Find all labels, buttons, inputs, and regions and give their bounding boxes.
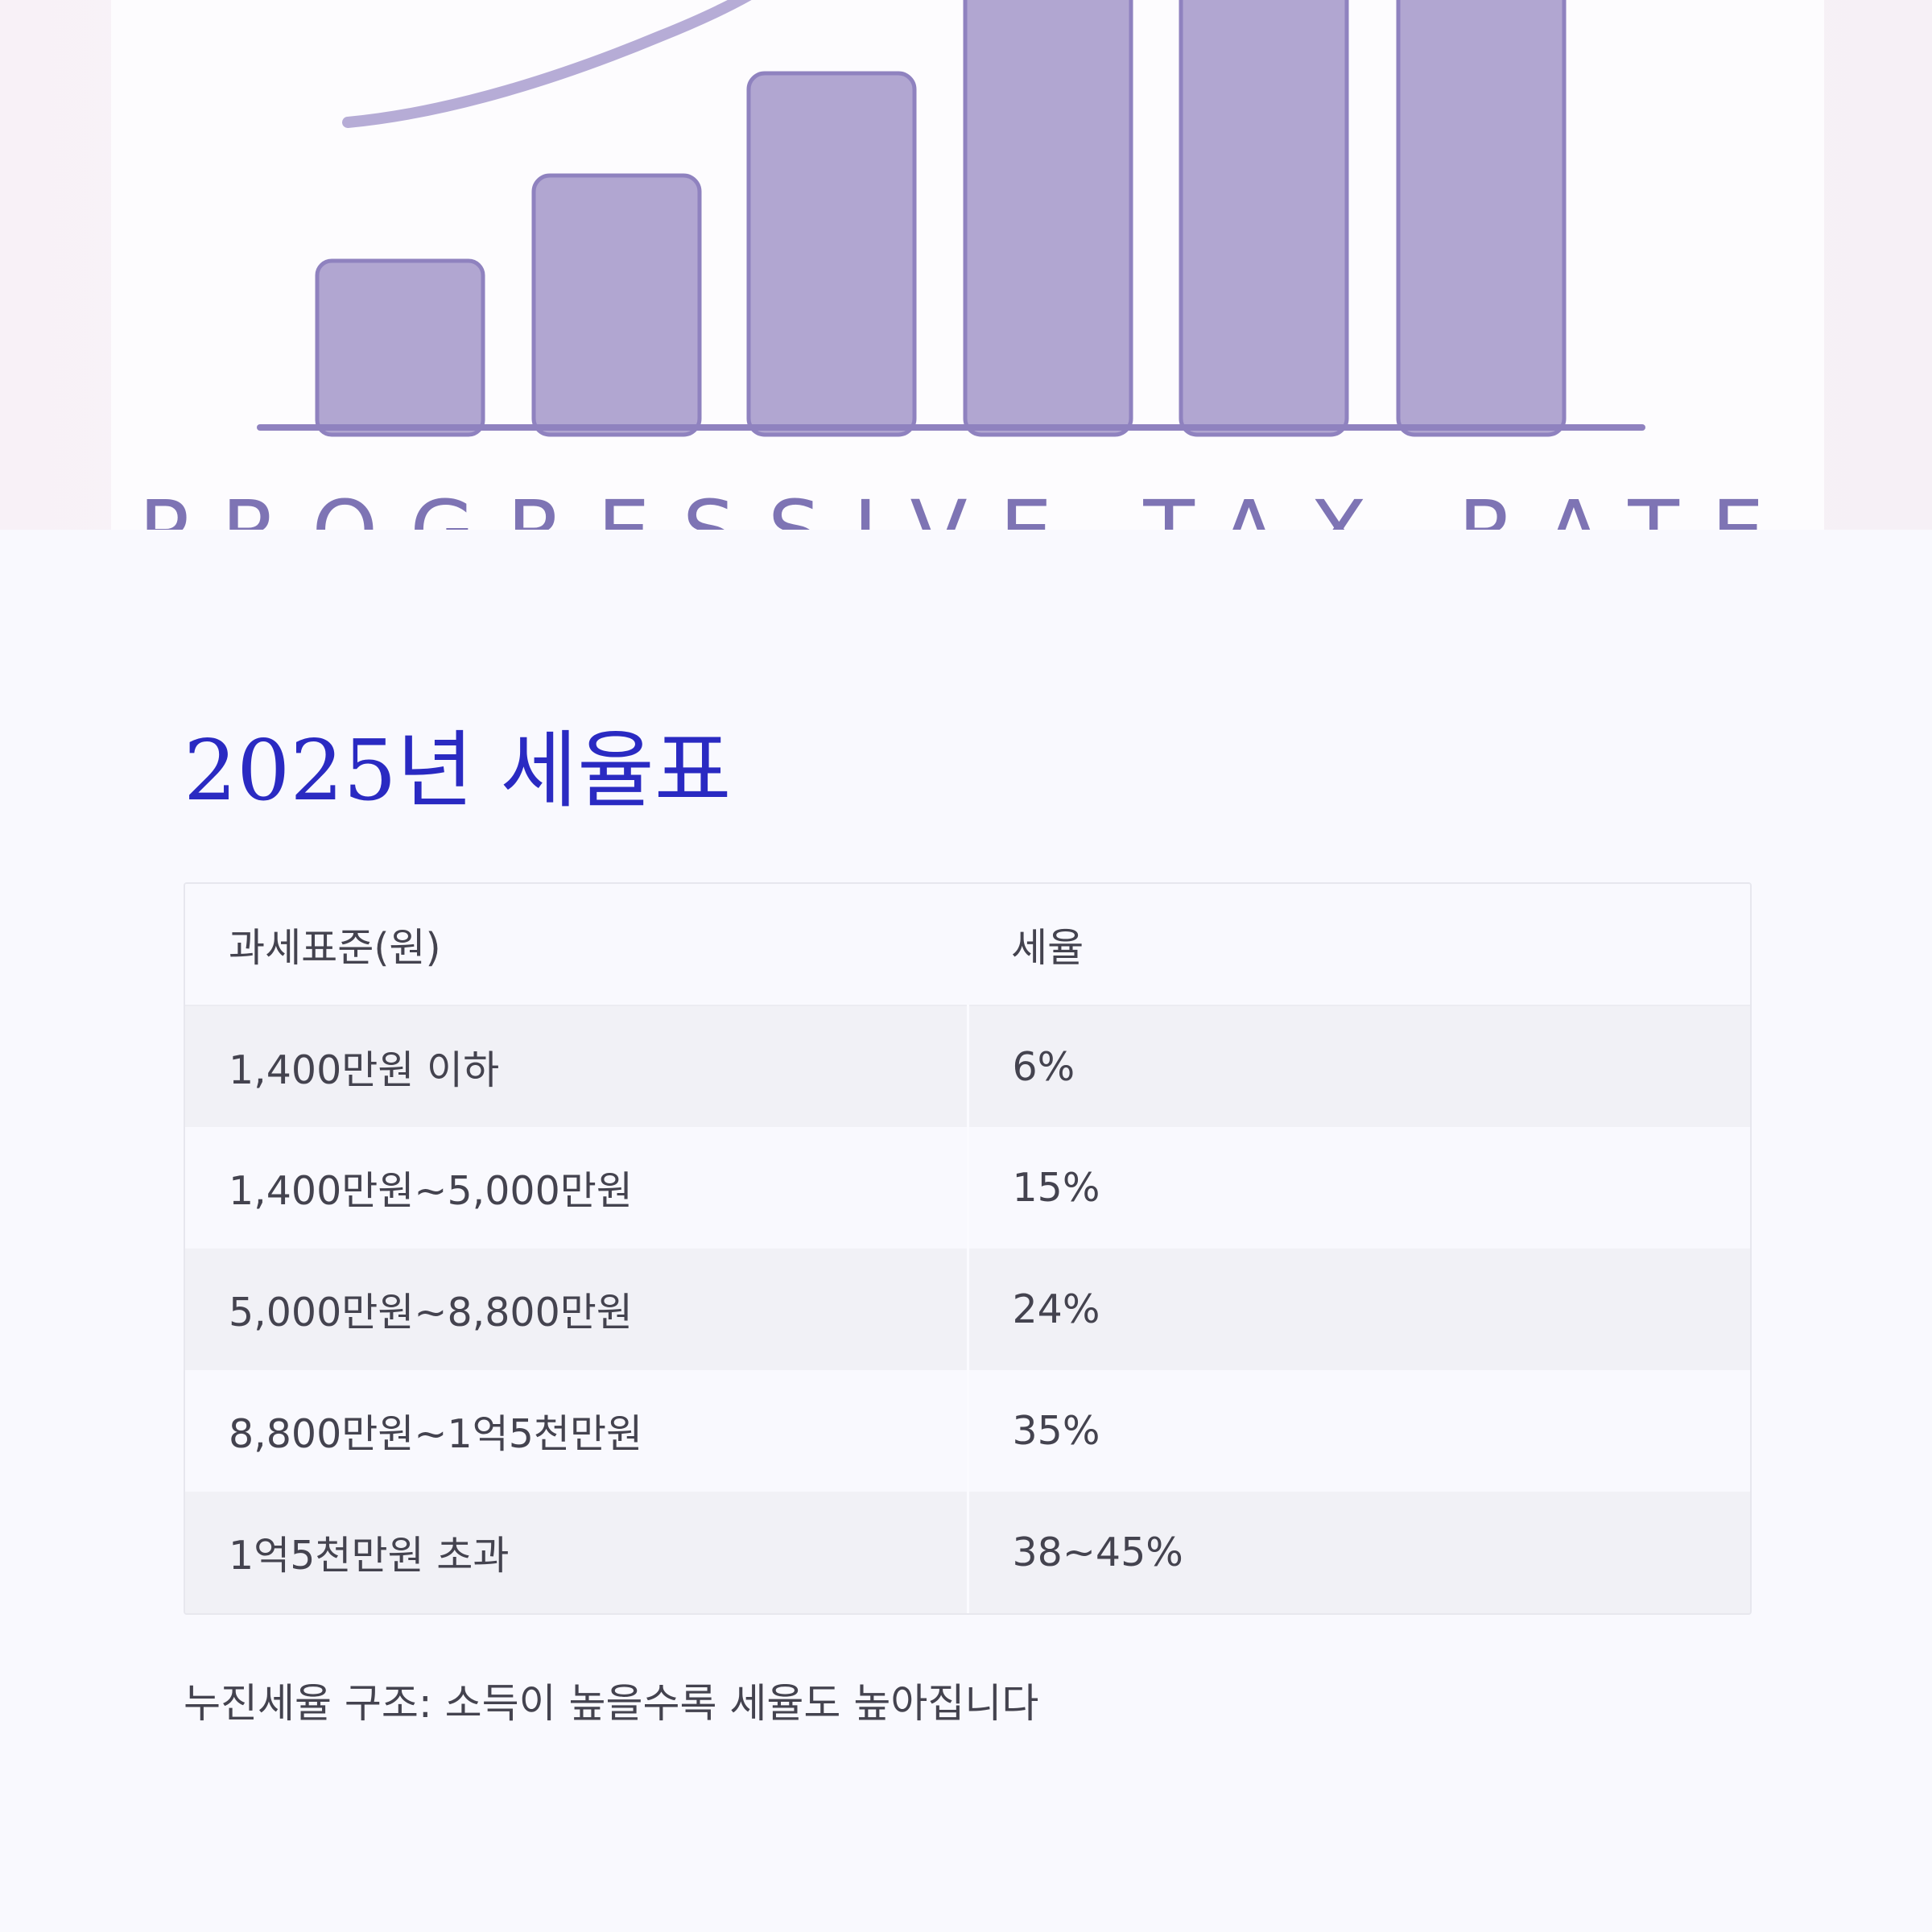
footnote: 누진세율 구조: 소득이 높을수록 세율도 높아집니다 — [184, 1680, 1039, 1727]
bar-5-icon — [1179, 0, 1349, 437]
bar-1-icon — [315, 258, 485, 437]
trend-curve-icon — [342, 0, 752, 128]
tax-base-cell: 1억5천만원 초과 — [185, 1492, 969, 1613]
header-tax-rate: 세율 — [968, 884, 1750, 1006]
tax-base-cell: 5,000만원~8,800만원 — [185, 1249, 969, 1370]
table-row: 1억5천만원 초과 38~45% — [185, 1492, 1750, 1613]
table-header-row: 과세표준(원) 세율 — [185, 884, 1750, 1006]
tax-base-cell: 8,800만원~1억5천만원 — [185, 1370, 969, 1492]
tax-base-cell: 1,400만원~5,000만원 — [185, 1127, 969, 1249]
table-row: 8,800만원~1억5천만원 35% — [185, 1370, 1750, 1492]
hero-illustration: PROGRESSIVE TAX RATE — [0, 0, 1932, 530]
table-row: 1,400만원~5,000만원 15% — [185, 1127, 1750, 1249]
hero-caption: PROGRESSIVE TAX RATE — [111, 489, 1824, 530]
tax-base-cell: 1,400만원 이하 — [185, 1005, 969, 1127]
bar-chart-icon — [257, 0, 1645, 437]
bar-3-icon — [746, 71, 917, 437]
tax-rate-cell: 15% — [968, 1127, 1750, 1249]
bar-6-icon — [1396, 0, 1567, 437]
tax-rate-cell: 35% — [968, 1370, 1750, 1492]
tax-rate-cell: 24% — [968, 1249, 1750, 1370]
section-title: 2025년 세율표 — [184, 721, 732, 819]
table-row: 5,000만원~8,800만원 24% — [185, 1249, 1750, 1370]
bar-4-icon — [963, 0, 1133, 437]
tax-rate-cell: 38~45% — [968, 1492, 1750, 1613]
tax-rate-cell: 6% — [968, 1005, 1750, 1127]
table-row: 1,400만원 이하 6% — [185, 1005, 1750, 1127]
header-tax-base: 과세표준(원) — [185, 884, 968, 1006]
bar-2-icon — [531, 173, 702, 437]
tax-rate-table: 과세표준(원) 세율 1,400만원 이하 6% 1,400만원~5,000만원… — [184, 882, 1752, 1615]
